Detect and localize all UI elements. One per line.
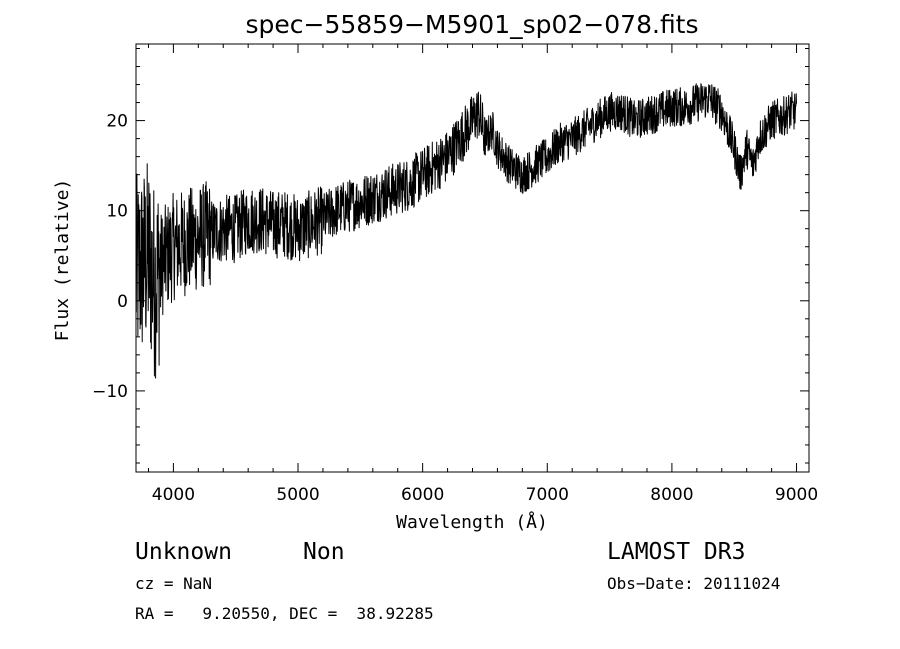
ra-dec-label: RA = 9.20550, DEC = 38.92285	[135, 604, 434, 623]
x-tick-label: 5000	[276, 485, 319, 505]
chart-title: spec−55859−M5901_sp02−078.fits	[245, 10, 698, 39]
spectral-subclass: Non	[303, 539, 345, 565]
y-axis-label: Flux (relative)	[52, 179, 73, 342]
survey-label: LAMOST DR3	[607, 539, 745, 565]
y-tick-label: 20	[106, 112, 128, 132]
y-tick-label: 0	[117, 292, 128, 312]
x-tick-label: 6000	[401, 485, 444, 505]
y-tick-label: −10	[92, 382, 128, 402]
x-tick-label: 8000	[650, 485, 693, 505]
x-tick-label: 7000	[526, 485, 569, 505]
x-tick-label: 9000	[775, 485, 818, 505]
obs-date-label: Obs−Date: 20111024	[607, 574, 780, 593]
series-line-flux	[135, 83, 797, 379]
series-group	[135, 83, 797, 379]
axis-ticks: 4000 5000 6000 7000 8000 9000 −10 0 10 20	[92, 44, 818, 505]
x-axis-label: Wavelength (Å)	[396, 511, 548, 533]
y-tick-label: 10	[106, 202, 128, 222]
x-tick-label: 4000	[152, 485, 195, 505]
spectral-class: Unknown	[135, 539, 232, 565]
redshift-label: cz = NaN	[135, 574, 212, 593]
